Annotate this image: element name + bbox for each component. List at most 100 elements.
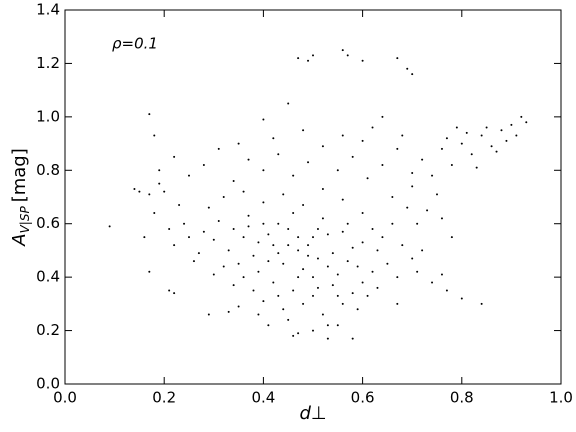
point [371, 270, 374, 273]
point [312, 294, 314, 297]
point [401, 244, 404, 247]
point [411, 257, 414, 260]
point [257, 270, 260, 273]
point [316, 286, 319, 289]
point [307, 59, 310, 62]
point [183, 222, 186, 225]
point [197, 252, 200, 255]
point [401, 134, 404, 137]
point [396, 276, 399, 279]
point [168, 228, 171, 231]
point [252, 254, 255, 257]
point [525, 121, 528, 124]
x-tick-label: 0.0 [53, 389, 77, 407]
point [232, 228, 235, 231]
point [331, 252, 334, 255]
point [351, 292, 354, 295]
point [217, 147, 220, 150]
point [312, 54, 314, 57]
point [371, 228, 374, 231]
point [485, 126, 488, 129]
point [431, 281, 434, 284]
point [440, 217, 443, 220]
point [440, 273, 443, 276]
point [416, 222, 419, 225]
point [237, 142, 240, 145]
point [515, 134, 518, 137]
point [178, 204, 181, 207]
point [297, 236, 300, 239]
point [247, 214, 250, 217]
point [361, 281, 364, 284]
point [426, 209, 429, 212]
point [341, 230, 344, 233]
point [143, 236, 146, 239]
point [262, 300, 265, 303]
point [312, 276, 314, 279]
point [386, 262, 389, 265]
point [297, 57, 300, 60]
point [316, 228, 319, 231]
point [163, 190, 166, 193]
point [287, 102, 290, 105]
point [312, 236, 314, 239]
point [490, 145, 493, 148]
point [222, 265, 225, 268]
point [431, 174, 434, 177]
point [277, 294, 280, 297]
point [450, 163, 453, 166]
point [232, 284, 235, 287]
point [148, 113, 151, 116]
point [336, 294, 339, 297]
x-tick-label: 0.8 [450, 389, 474, 407]
point [188, 174, 190, 177]
point [153, 134, 156, 137]
point [341, 134, 344, 137]
point [307, 244, 310, 247]
point [307, 161, 310, 164]
point [108, 225, 111, 228]
y-tick-label: 0.8 [36, 161, 60, 179]
y-tick-label: 0.4 [36, 268, 60, 286]
point [440, 147, 443, 150]
point [495, 150, 498, 153]
point [381, 236, 384, 239]
point [212, 238, 215, 241]
point [227, 249, 230, 252]
point [262, 118, 265, 121]
point [326, 337, 329, 340]
point [262, 169, 265, 172]
point [336, 169, 339, 172]
point [351, 155, 354, 158]
point [416, 270, 419, 273]
point [282, 193, 285, 196]
point [331, 284, 334, 287]
point [282, 262, 285, 265]
annotation: ρ=0.1 [112, 35, 158, 53]
y-tick-label: 0.2 [36, 321, 60, 339]
point [287, 318, 290, 321]
point [257, 313, 260, 316]
x-tick-label: 1.0 [549, 389, 573, 407]
point [465, 131, 468, 134]
point [277, 222, 280, 225]
point [321, 145, 324, 148]
point [277, 153, 280, 156]
point [421, 158, 424, 161]
point [292, 212, 295, 215]
point [212, 273, 215, 276]
point [336, 324, 339, 327]
point [396, 302, 399, 305]
point [257, 241, 260, 244]
point [262, 201, 265, 204]
point [227, 310, 230, 313]
y-axis-label: AV|SP [mag] [9, 148, 32, 246]
point [267, 324, 270, 327]
point [321, 217, 324, 220]
point [242, 276, 245, 279]
point [297, 249, 300, 252]
point [222, 196, 225, 198]
point [336, 273, 339, 276]
point [470, 153, 473, 156]
